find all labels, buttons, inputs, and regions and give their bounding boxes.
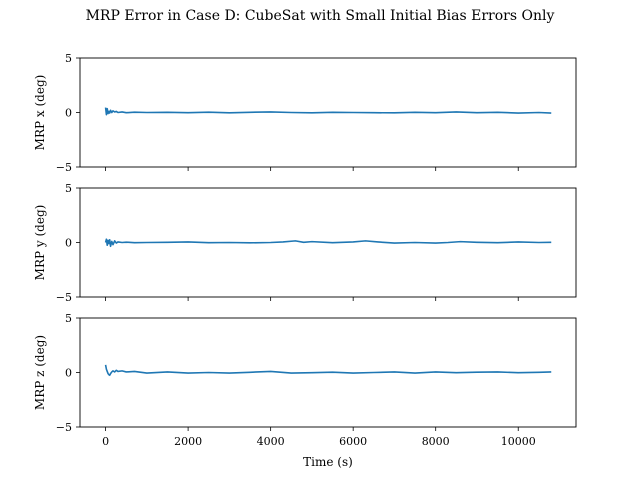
subplot-3: −5 0 5 0 2000 4000 6000 8000 10000 MRP z (deg) — [33, 312, 577, 448]
series-line-1 — [104, 107, 552, 116]
plot-area-frame — [79, 187, 577, 298]
x-tick-label: 6000 — [339, 435, 367, 448]
y-axis-label: MRP x (deg) — [33, 75, 47, 151]
y-axis-label: MRP z (deg) — [33, 335, 47, 410]
plot-area-frame — [79, 317, 577, 428]
y-tick-label: 5 — [65, 52, 72, 65]
x-tick-label: 10000 — [501, 435, 536, 448]
y-axis-label: MRP y (deg) — [33, 205, 47, 281]
x-axis-label: Time (s) — [303, 455, 353, 469]
y-tick-label: −5 — [56, 291, 72, 304]
y-tick-label: −5 — [56, 161, 72, 174]
x-tick-label: 8000 — [422, 435, 450, 448]
chart-title: MRP Error in Case D: CubeSat with Small … — [86, 8, 555, 24]
y-tick-label: 0 — [65, 237, 72, 250]
y-tick-label: 0 — [65, 107, 72, 120]
subplot-1: −5 0 5 MRP x (deg) — [33, 52, 577, 174]
series-line-2 — [104, 238, 552, 248]
subplot-2: −5 0 5 MRP y (deg) — [33, 182, 577, 304]
x-tick-label: 2000 — [174, 435, 202, 448]
y-tick-label: 5 — [65, 312, 72, 325]
y-tick-label: −5 — [56, 421, 72, 434]
x-tick-label: 0 — [102, 435, 109, 448]
y-tick-label: 0 — [65, 367, 72, 380]
subplots: −5 0 5 MRP x (deg) −5 0 5 MRP y (deg) −5 0 5 0 2000 4… — [33, 52, 577, 448]
plot-area-frame — [79, 57, 577, 168]
series-line-3 — [104, 364, 552, 377]
y-tick-label: 5 — [65, 182, 72, 195]
x-tick-label: 4000 — [257, 435, 285, 448]
